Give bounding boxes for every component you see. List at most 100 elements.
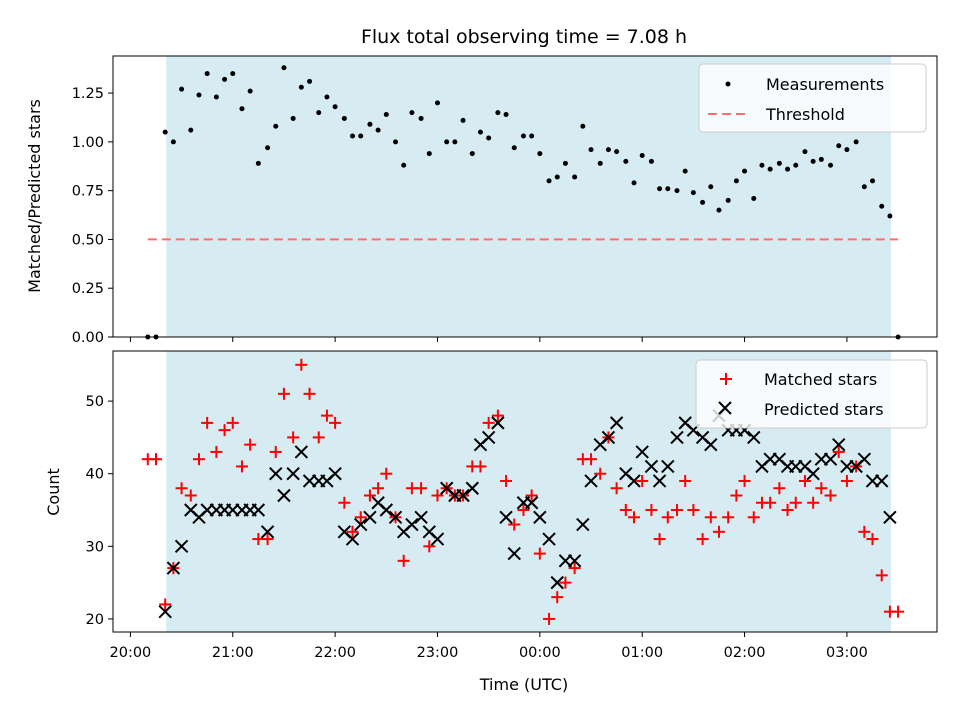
measurement-point xyxy=(716,207,722,213)
matched-star-point xyxy=(832,445,845,458)
measurement-point xyxy=(793,162,799,168)
bottom-y-tick-label: 30 xyxy=(86,539,104,555)
bottom-legend: Matched stars Predicted stars xyxy=(695,359,928,429)
measurement-point xyxy=(332,104,338,110)
measurement-point xyxy=(452,139,458,145)
predicted-star-point xyxy=(524,496,539,510)
matched-star-point xyxy=(824,489,837,502)
predicted-star-point xyxy=(277,488,291,503)
predicted-star-point xyxy=(823,452,838,466)
measurement-point xyxy=(409,110,415,116)
measurement-point xyxy=(700,199,706,205)
matched-star-point xyxy=(568,562,581,575)
matched-star-point xyxy=(653,533,666,546)
legend-measurements-marker xyxy=(725,81,731,87)
matched-star-point xyxy=(269,445,282,458)
matched-star-point xyxy=(338,496,351,509)
matched-star-point xyxy=(892,605,905,618)
predicted-star-point xyxy=(875,474,889,488)
matched-star-point xyxy=(431,489,444,502)
matched-star-point xyxy=(815,482,828,495)
measurement-point xyxy=(597,160,603,166)
predicted-star-point xyxy=(363,510,377,524)
matched-star-point xyxy=(875,569,888,582)
matched-star-point xyxy=(277,387,290,400)
measurement-point xyxy=(350,133,356,139)
top-y-ticks: 0.00 0.25 0.50 0.75 1.00 1.25 xyxy=(72,86,113,346)
matched-star-point xyxy=(397,554,410,567)
matched-star-point xyxy=(687,504,700,517)
predicted-star-point xyxy=(576,517,590,532)
matched-star-point xyxy=(730,489,743,502)
chart-title: Flux total observing time = 7.08 h xyxy=(361,26,687,48)
measurement-point xyxy=(469,151,475,157)
matched-star-point xyxy=(704,511,717,524)
measurement-point xyxy=(486,135,492,141)
measurement-point xyxy=(870,178,876,184)
measurement-point xyxy=(204,71,210,77)
measurement-point xyxy=(222,76,228,82)
predicted-star-point xyxy=(832,437,846,452)
matched-star-point xyxy=(628,511,641,524)
measurement-point xyxy=(298,84,304,90)
bottom-y-tick-label: 20 xyxy=(86,612,104,628)
measurement-point xyxy=(580,123,586,129)
bottom-x-tick-label: 03:00 xyxy=(826,645,868,661)
measurement-point xyxy=(648,158,654,164)
matched-star-point xyxy=(380,467,393,480)
measurement-point xyxy=(418,115,424,121)
predicted-star-point xyxy=(414,510,428,524)
measurement-point xyxy=(255,160,261,166)
measurement-point xyxy=(426,151,432,157)
predicted-star-point xyxy=(507,546,521,561)
measurement-point xyxy=(316,110,322,116)
matched-star-point xyxy=(594,467,607,480)
predicted-star-point xyxy=(174,539,189,554)
matched-star-point xyxy=(320,409,333,422)
matched-star-point xyxy=(866,533,879,546)
measurement-point xyxy=(503,112,509,118)
predicted-star-point xyxy=(166,561,181,575)
measurement-point xyxy=(290,115,296,121)
predicted-star-point xyxy=(430,532,445,546)
matched-star-point xyxy=(175,482,188,495)
predicted-star-point xyxy=(158,604,172,619)
predicted-star-point xyxy=(533,510,547,524)
measurement-point xyxy=(554,174,560,180)
predicted-star-point xyxy=(857,452,872,466)
matched-star-point xyxy=(500,474,513,487)
matched-star-point xyxy=(312,431,325,444)
top-y-tick-label: 1.25 xyxy=(72,86,104,102)
matched-star-point xyxy=(235,460,248,473)
matched-star-point xyxy=(192,453,205,466)
measurement-point xyxy=(751,195,757,201)
measurement-point xyxy=(861,184,867,190)
predicted-star-point xyxy=(567,554,582,568)
matched-star-point xyxy=(533,547,546,560)
measurement-point xyxy=(639,153,645,159)
matched-star-point xyxy=(559,576,572,589)
top-y-tick-label: 0.75 xyxy=(72,184,104,200)
top-y-tick-label: 0.25 xyxy=(72,281,104,297)
matched-star-point xyxy=(738,474,751,487)
predicted-star-point xyxy=(286,467,300,481)
matched-star-point xyxy=(329,416,342,429)
legend-matched-marker xyxy=(720,373,732,385)
matched-star-point xyxy=(210,445,223,458)
predicted-star-point xyxy=(635,445,649,459)
measurement-point xyxy=(588,147,594,153)
measurement-point xyxy=(401,162,407,168)
measurement-point xyxy=(230,71,236,77)
top-plot-frame xyxy=(112,55,938,338)
matched-star-point xyxy=(244,438,257,451)
predicted-star-point xyxy=(584,474,598,488)
measurement-point xyxy=(682,168,688,174)
matched-star-point xyxy=(764,496,777,509)
matched-star-point xyxy=(636,474,649,487)
matched-star-point xyxy=(287,431,300,444)
matched-star-point xyxy=(551,591,564,604)
measurement-point xyxy=(546,178,552,184)
matched-star-point xyxy=(346,525,359,538)
legend-matched-label: Matched stars xyxy=(764,370,877,389)
